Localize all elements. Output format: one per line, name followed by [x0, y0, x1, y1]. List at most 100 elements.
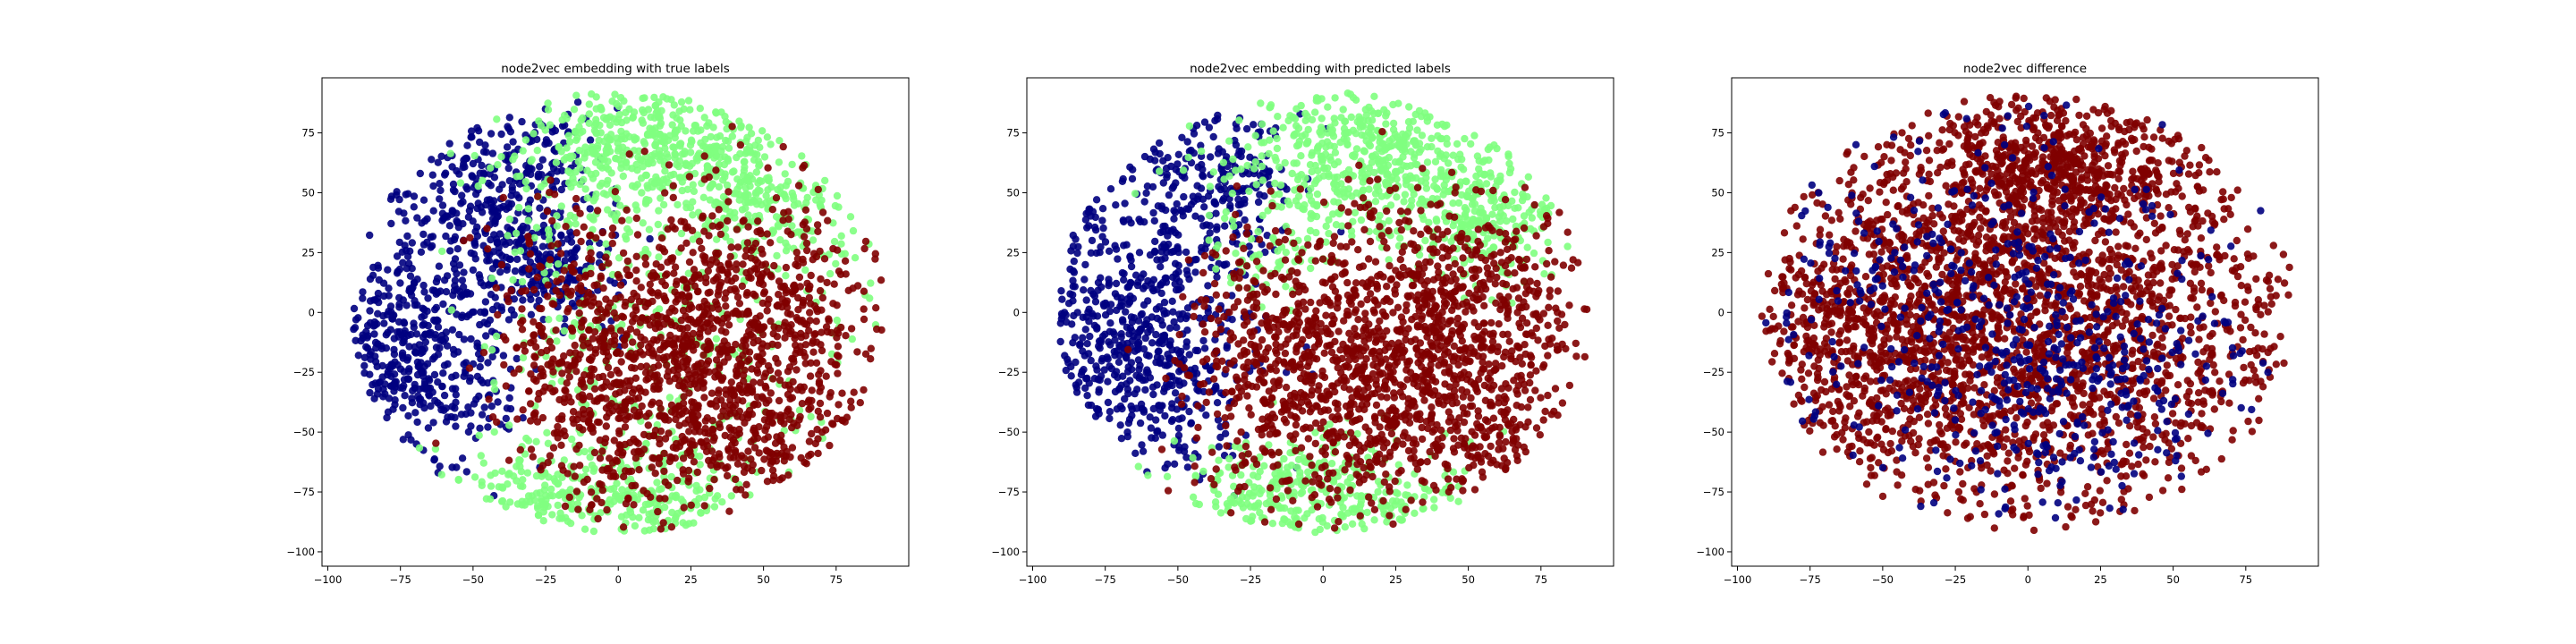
- y-tick-label: 50: [301, 186, 315, 199]
- data-point: [550, 191, 559, 199]
- data-point: [408, 265, 416, 273]
- data-point: [571, 472, 579, 480]
- data-point: [830, 237, 839, 246]
- data-point: [744, 211, 752, 219]
- data-point: [524, 436, 533, 445]
- data-point: [599, 190, 608, 198]
- data-point: [744, 177, 753, 185]
- data-point: [1191, 268, 1199, 276]
- data-point: [585, 326, 593, 335]
- data-point: [860, 287, 869, 295]
- data-point: [816, 413, 825, 421]
- data-point: [745, 348, 754, 356]
- data-point: [762, 191, 770, 199]
- data-point: [788, 394, 796, 402]
- data-point: [829, 300, 837, 308]
- data-point: [613, 378, 621, 386]
- data-point: [476, 320, 484, 329]
- data-point: [649, 335, 658, 344]
- data-point: [530, 375, 538, 384]
- data-point: [455, 261, 464, 269]
- data-point: [623, 206, 631, 214]
- data-point: [699, 313, 707, 321]
- data-point: [446, 247, 454, 255]
- data-point: [644, 158, 652, 166]
- data-point: [1173, 199, 1181, 208]
- data-point: [595, 419, 603, 427]
- data-point: [1153, 381, 1161, 389]
- data-point: [366, 231, 374, 240]
- data-point: [613, 366, 621, 375]
- data-point: [767, 460, 775, 468]
- data-point: [433, 316, 441, 324]
- data-point: [1106, 319, 1114, 327]
- data-point: [675, 411, 683, 419]
- data-point: [469, 159, 478, 168]
- data-point: [649, 131, 657, 139]
- data-point: [682, 239, 691, 247]
- data-point: [533, 502, 542, 510]
- data-point: [741, 199, 750, 207]
- data-point: [1360, 148, 1369, 156]
- data-point: [704, 357, 713, 365]
- data-point: [425, 390, 433, 399]
- data-point: [1056, 337, 1064, 346]
- data-point: [1144, 297, 1152, 305]
- data-point: [727, 378, 735, 386]
- data-point: [547, 362, 555, 371]
- data-point: [723, 471, 732, 480]
- data-point: [1209, 132, 1217, 141]
- data-point: [534, 511, 543, 519]
- data-point: [619, 523, 628, 531]
- data-point: [673, 277, 681, 285]
- data-point: [697, 139, 705, 147]
- data-point: [460, 372, 468, 380]
- data-point: [1127, 402, 1135, 411]
- data-point: [1199, 173, 1208, 181]
- data-point: [740, 216, 748, 225]
- data-point: [359, 288, 367, 296]
- data-point: [1126, 163, 1134, 171]
- data-point: [813, 307, 822, 316]
- data-point: [1085, 222, 1093, 230]
- data-point: [694, 287, 702, 295]
- data-point: [644, 300, 653, 308]
- data-point: [1146, 374, 1155, 382]
- data-point: [816, 286, 825, 295]
- x-tick-label: −50: [462, 573, 484, 586]
- data-point: [1127, 256, 1135, 265]
- data-point: [700, 152, 708, 160]
- data-point: [826, 393, 834, 401]
- data-point: [519, 147, 527, 155]
- data-point: [589, 293, 597, 301]
- data-point: [688, 409, 696, 417]
- data-point: [603, 413, 611, 421]
- data-point: [764, 164, 772, 172]
- data-point: [1143, 366, 1151, 374]
- data-point: [807, 450, 815, 459]
- data-point: [1160, 298, 1169, 307]
- data-point: [519, 353, 528, 362]
- data-point: [630, 133, 639, 141]
- data-point: [1072, 235, 1080, 243]
- data-point: [1124, 390, 1132, 398]
- data-point: [728, 168, 737, 176]
- data-point: [628, 165, 636, 173]
- data-point: [814, 185, 822, 194]
- y-tick-label: −75: [293, 486, 315, 498]
- data-point: [544, 439, 553, 447]
- data-point: [703, 346, 711, 354]
- data-point: [742, 190, 750, 198]
- data-point: [456, 292, 465, 301]
- data-point: [847, 403, 855, 411]
- data-point: [781, 170, 789, 178]
- data-point: [451, 282, 459, 290]
- data-point: [754, 179, 762, 187]
- data-point: [639, 94, 647, 103]
- data-point: [1221, 222, 1229, 230]
- data-point: [568, 435, 576, 444]
- data-point: [724, 260, 733, 268]
- data-point: [1269, 127, 1277, 135]
- data-point: [663, 95, 671, 103]
